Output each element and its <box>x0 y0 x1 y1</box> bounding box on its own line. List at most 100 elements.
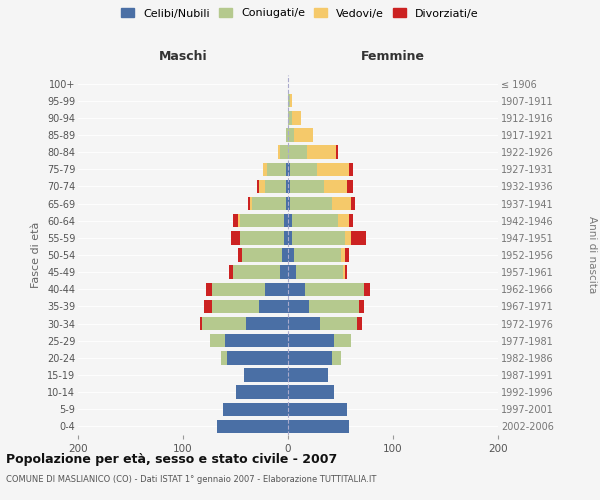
Text: Maschi: Maschi <box>158 50 208 62</box>
Bar <box>288 334 334 347</box>
Bar <box>288 300 309 313</box>
Bar <box>212 282 265 296</box>
Bar <box>288 214 292 228</box>
Bar <box>280 146 288 159</box>
Bar <box>288 282 305 296</box>
Bar <box>290 197 332 210</box>
Bar <box>248 197 250 210</box>
Bar <box>277 146 280 159</box>
Bar <box>290 94 292 108</box>
Bar <box>288 231 292 244</box>
Bar <box>296 266 343 279</box>
Bar <box>257 180 259 193</box>
Bar <box>217 420 288 433</box>
Bar <box>202 317 246 330</box>
Bar <box>265 180 286 193</box>
Bar <box>286 128 288 141</box>
Bar <box>223 402 288 416</box>
Bar <box>235 386 288 399</box>
Bar <box>238 248 242 262</box>
Bar <box>288 402 347 416</box>
Bar <box>320 317 358 330</box>
Bar <box>292 214 338 228</box>
Bar <box>288 420 349 433</box>
Bar <box>288 248 295 262</box>
Bar <box>349 214 353 228</box>
Bar <box>358 317 361 330</box>
Bar <box>240 214 284 228</box>
Bar <box>317 162 349 176</box>
Bar <box>288 146 307 159</box>
Bar <box>286 162 288 176</box>
Bar <box>292 111 301 124</box>
Bar <box>309 300 359 313</box>
Bar <box>338 214 349 228</box>
Bar <box>286 180 288 193</box>
Bar <box>307 146 336 159</box>
Bar <box>349 162 353 176</box>
Bar <box>229 266 233 279</box>
Bar <box>295 248 341 262</box>
Bar <box>288 180 290 193</box>
Bar <box>288 128 295 141</box>
Bar <box>206 282 212 296</box>
Bar <box>347 180 353 193</box>
Bar <box>288 386 334 399</box>
Bar <box>204 300 212 313</box>
Bar <box>351 197 355 210</box>
Bar <box>267 162 286 176</box>
Bar <box>233 214 238 228</box>
Bar <box>334 334 351 347</box>
Bar <box>345 248 349 262</box>
Bar <box>288 266 296 279</box>
Legend: Celibi/Nubili, Coniugati/e, Vedovi/e, Divorziati/e: Celibi/Nubili, Coniugati/e, Vedovi/e, Di… <box>121 8 479 18</box>
Bar <box>259 300 288 313</box>
Bar <box>200 317 202 330</box>
Bar <box>280 266 288 279</box>
Bar <box>284 214 288 228</box>
Bar <box>232 231 240 244</box>
Bar <box>290 180 324 193</box>
Bar <box>290 162 317 176</box>
Bar <box>227 351 288 364</box>
Bar <box>284 231 288 244</box>
Bar <box>244 368 288 382</box>
Bar <box>345 266 347 279</box>
Bar <box>364 282 370 296</box>
Bar <box>351 231 366 244</box>
Bar <box>305 282 364 296</box>
Bar <box>345 231 351 244</box>
Bar <box>288 317 320 330</box>
Text: Popolazione per età, sesso e stato civile - 2007: Popolazione per età, sesso e stato civil… <box>6 452 337 466</box>
Bar <box>295 128 313 141</box>
Bar <box>282 248 288 262</box>
Bar <box>341 248 344 262</box>
Bar <box>359 300 364 313</box>
Bar <box>238 214 240 228</box>
Bar <box>292 231 344 244</box>
Bar <box>288 368 328 382</box>
Bar <box>263 162 267 176</box>
Bar <box>288 162 290 176</box>
Bar <box>246 317 288 330</box>
Bar <box>332 197 351 210</box>
Bar <box>211 334 225 347</box>
Bar <box>288 94 290 108</box>
Bar <box>250 197 252 210</box>
Bar <box>233 266 280 279</box>
Text: COMUNE DI MASLIANICO (CO) - Dati ISTAT 1° gennaio 2007 - Elaborazione TUTTITALIA: COMUNE DI MASLIANICO (CO) - Dati ISTAT 1… <box>6 475 376 484</box>
Bar <box>288 111 292 124</box>
Bar <box>286 197 288 210</box>
Y-axis label: Fasce di età: Fasce di età <box>31 222 41 288</box>
Bar <box>265 282 288 296</box>
Bar <box>221 351 227 364</box>
Bar <box>324 180 347 193</box>
Bar <box>343 266 345 279</box>
Bar <box>288 351 332 364</box>
Bar <box>240 231 284 244</box>
Text: Femmine: Femmine <box>361 50 425 62</box>
Bar <box>225 334 288 347</box>
Bar <box>242 248 282 262</box>
Bar <box>252 197 286 210</box>
Bar <box>259 180 265 193</box>
